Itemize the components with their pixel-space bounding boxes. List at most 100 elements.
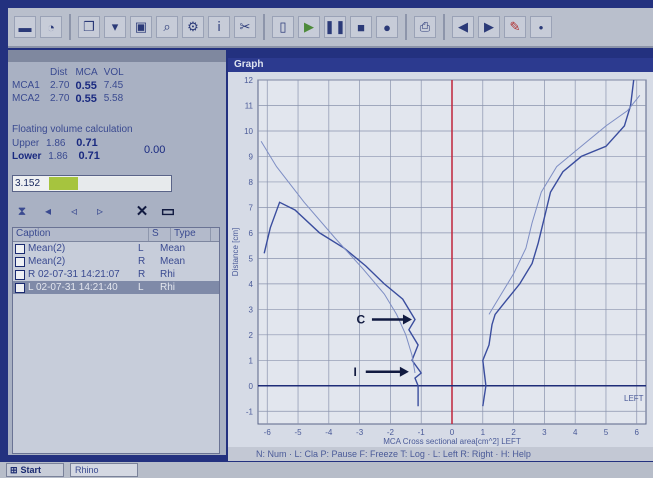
- row-caption: Mean(2): [28, 256, 66, 267]
- y-tick-label: 7: [249, 203, 254, 212]
- floating-volume-title: Floating volume calculation: [12, 124, 133, 135]
- header-caption[interactable]: Caption: [13, 228, 149, 241]
- scissors-icon[interactable]: ✂: [234, 16, 256, 38]
- mca-dist: 2.70: [50, 80, 70, 91]
- delete-icon[interactable]: ✕: [135, 203, 149, 220]
- x-tick-label: -6: [264, 428, 272, 437]
- list-item[interactable]: R 02-07-31 14:21:07 R Rhi: [13, 268, 219, 281]
- lower-row: Lower 1.86 0.71: [12, 150, 224, 163]
- row-side: R: [138, 269, 146, 280]
- x-tick-label: -3: [356, 428, 364, 437]
- prev-icon[interactable]: ◃: [70, 204, 78, 218]
- annotation-c-label: C: [357, 313, 366, 327]
- curve-right-light: [488, 94, 641, 315]
- curve-list: Caption S Type Mean(2) L Mean Mean(2) R …: [12, 227, 220, 454]
- x-tick-label: 1: [481, 428, 486, 437]
- taskbar-item-rhino[interactable]: Rhino: [70, 463, 138, 477]
- start-label: Start: [20, 465, 42, 475]
- play-icon[interactable]: ▶: [298, 16, 320, 38]
- y-tick-label: 5: [249, 254, 254, 263]
- list-controls: ⧗ ◂ ◃ ▹ ✕ ▭: [12, 200, 217, 222]
- y-tick-label: 3: [249, 305, 254, 314]
- graph-window: Graph -6 -5 -4 -3 -2 -1 0 1 2 3 4 5 6 -1 0 1 2 3 4 5 6 7 8 9 10 1…: [228, 58, 653, 455]
- blank-page-icon[interactable]: ▯: [272, 16, 294, 38]
- curve-right-dark: [482, 79, 635, 407]
- upper-mca: 0.71: [76, 137, 98, 149]
- checkbox[interactable]: [15, 269, 25, 280]
- header-type[interactable]: Type: [171, 228, 211, 241]
- annotation-i-label: I: [353, 365, 356, 379]
- row-caption: R 02-07-31 14:21:07: [28, 269, 120, 280]
- mca-table: Dist MCA VOL MCA1 2.70 0.55 7.45 MCA2 2.…: [12, 66, 130, 105]
- start-button[interactable]: ⊞ Start: [6, 463, 64, 477]
- first-icon[interactable]: ◂: [44, 204, 52, 218]
- mca-row-label: MCA2: [12, 93, 40, 104]
- export-icon[interactable]: ▾: [104, 16, 126, 38]
- curve-left-dark: [263, 201, 423, 407]
- record-icon[interactable]: ●: [376, 16, 398, 38]
- taskbar: ⊞ Start Rhino: [0, 462, 653, 478]
- list-header: Caption S Type: [13, 228, 219, 242]
- row-type: Mean: [160, 243, 186, 254]
- arrow-c-head: [402, 314, 412, 325]
- header-side[interactable]: S: [149, 228, 171, 241]
- mca-value: 0.55: [75, 79, 97, 92]
- x-tick-label: -5: [294, 428, 302, 437]
- row-type: Mean: [160, 256, 186, 267]
- next-icon[interactable]: ▹: [96, 204, 104, 218]
- annotations: C I: [353, 313, 412, 379]
- row-caption: Mean(2): [28, 243, 66, 254]
- upper-row: Upper 1.86 0.71: [12, 137, 224, 150]
- mca-header: VOL: [103, 67, 124, 78]
- list-item-selected[interactable]: L 02-07-31 14:21:40 L Rhi: [13, 281, 219, 294]
- printer-icon[interactable]: ⎙: [414, 16, 436, 38]
- y-tick-label: 10: [244, 127, 253, 136]
- arrow-right-icon[interactable]: ▶: [478, 16, 500, 38]
- x-axis-label: MCA Cross sectional area[cm^2] LEFT: [383, 437, 521, 446]
- progress-field: 3.152: [12, 175, 172, 192]
- filter-icon[interactable]: ⧗: [17, 203, 27, 218]
- row-caption: L 02-07-31 14:21:40: [28, 282, 118, 293]
- lower-label: Lower: [12, 151, 42, 162]
- cursor-icon[interactable]: ✎: [504, 16, 526, 38]
- x-tick-label: -4: [325, 428, 333, 437]
- floating-volume-average: 0.00: [144, 144, 166, 156]
- y-tick-label: 12: [244, 76, 253, 85]
- copy-icon[interactable]: ❐: [78, 16, 100, 38]
- info-icon[interactable]: ⅰ: [208, 16, 230, 38]
- graph-title: Graph: [228, 58, 653, 72]
- measurement-panel: Dist MCA VOL MCA1 2.70 0.55 7.45 MCA2 2.…: [8, 50, 226, 455]
- list-item[interactable]: Mean(2) R Mean: [13, 255, 219, 268]
- x-tick-label: 0: [450, 428, 455, 437]
- checkbox[interactable]: [15, 256, 25, 267]
- save-icon[interactable]: ▬: [14, 16, 36, 38]
- chart-icon[interactable]: ◔: [40, 16, 62, 38]
- dot-icon[interactable]: •: [530, 16, 552, 38]
- x-tick-label: 6: [635, 428, 640, 437]
- pause-icon[interactable]: ❚❚: [324, 16, 346, 38]
- y-tick-label: 8: [249, 178, 254, 187]
- x-tick-label: 3: [542, 428, 547, 437]
- checkbox[interactable]: [15, 243, 25, 254]
- y-tick-label: 1: [249, 356, 254, 365]
- stop-icon[interactable]: ■: [350, 16, 372, 38]
- row-type: Rhi: [160, 269, 176, 280]
- arrow-left-icon[interactable]: ◀: [452, 16, 474, 38]
- progress-fill: [48, 177, 78, 190]
- row-side: R: [138, 256, 146, 267]
- chart-grid: [257, 79, 647, 425]
- row-side: L: [138, 243, 144, 254]
- toolbar: ▬ ◔ ❐ ▾ ▣ ⌕ ⚙ ⅰ ✂ ▯ ▶ ❚❚ ■ ● ⎙ ◀ ▶ ✎ •: [8, 8, 653, 48]
- list-item[interactable]: Mean(2) L Mean: [13, 242, 219, 255]
- y-tick-label: -1: [246, 407, 254, 416]
- window-icon[interactable]: ▭: [160, 203, 176, 220]
- checkbox[interactable]: [15, 282, 25, 293]
- zoom-icon[interactable]: ⌕: [156, 16, 178, 38]
- print-preview-icon[interactable]: ▣: [130, 16, 152, 38]
- windows-logo-icon: ⊞: [10, 464, 18, 475]
- y-tick-label: 9: [249, 152, 254, 161]
- settings-icon[interactable]: ⚙: [182, 16, 204, 38]
- upper-dist: 1.86: [46, 138, 66, 149]
